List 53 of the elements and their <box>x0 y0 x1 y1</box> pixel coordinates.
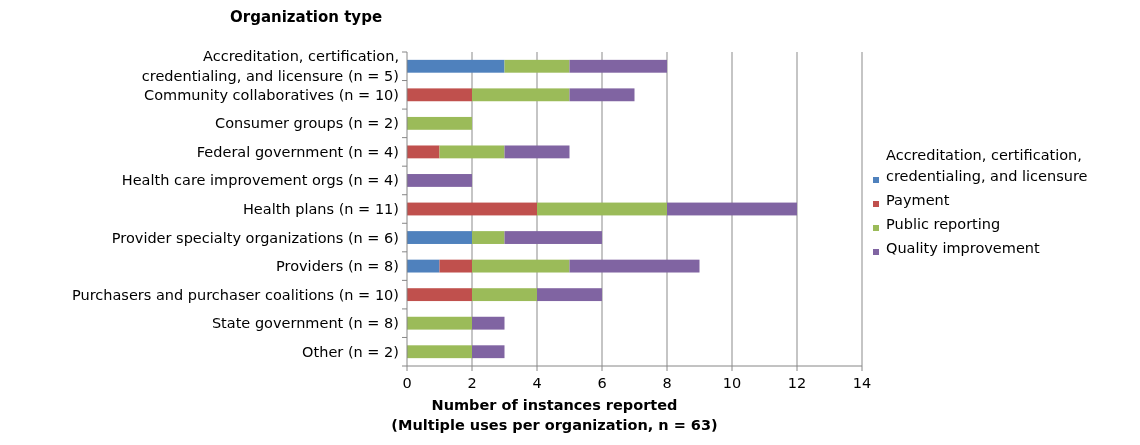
bar <box>569 59 667 73</box>
bar <box>667 202 797 216</box>
y-tick-label: Health plans (n = 11) <box>242 201 399 217</box>
x-tick-label: 14 <box>852 375 872 391</box>
bar <box>472 231 505 244</box>
bar <box>569 88 635 102</box>
text: Accreditation, certification, credentialing, and licensure <box>886 147 1088 184</box>
x-tick-label: 10 <box>722 375 742 391</box>
legend-label: Public reporting <box>886 216 1001 232</box>
bar <box>537 202 667 216</box>
legend-label: Payment <box>886 192 950 208</box>
bar <box>407 259 440 273</box>
bar <box>407 316 472 330</box>
y-tick-label: Other (n = 2) <box>302 343 399 360</box>
bar <box>407 202 537 216</box>
bar <box>569 259 700 273</box>
bar <box>472 345 505 359</box>
bar <box>407 88 472 102</box>
y-tick-label: Consumer groups (n = 2) <box>215 115 399 132</box>
bar <box>472 288 537 302</box>
bar <box>407 145 440 159</box>
bar <box>439 259 472 273</box>
y-tick-label: Purchasers and purchaser coalitions (n = 10) <box>71 286 399 303</box>
x-tick-label: 2 <box>467 375 477 391</box>
y-tick-label: Accreditation, certification, credentialing, and licensure (n = 5) <box>141 48 399 85</box>
bar <box>537 288 602 302</box>
bar <box>407 231 472 244</box>
x-tick-label: 0 <box>402 375 412 391</box>
y-tick-label: Federal government (n = 4) <box>196 143 399 160</box>
legend-label: Quality improvement <box>886 240 1041 256</box>
bar <box>439 145 505 159</box>
x-tick-label: 4 <box>532 375 542 391</box>
bar <box>504 231 602 244</box>
bar <box>407 288 472 302</box>
bar <box>407 345 472 359</box>
bar <box>472 259 570 273</box>
y-axis-title: Organization type <box>230 8 383 26</box>
bar <box>407 59 505 73</box>
bar <box>504 59 570 73</box>
y-tick-label: Health care improvement orgs (n = 4) <box>121 172 399 189</box>
y-tick-label: Community collaboratives (n = 10) <box>144 86 399 103</box>
x-tick-label: 8 <box>662 375 672 391</box>
bar <box>407 174 472 187</box>
bar <box>472 316 505 330</box>
x-axis-title: Number of instances reported (Multiple uses per organization, n = 63) <box>391 397 718 433</box>
y-tick-label: Providers (n = 8) <box>276 258 399 275</box>
bar <box>407 116 472 130</box>
y-tick-label: Provider specialty organizations (n = 6) <box>111 229 399 246</box>
bar <box>472 88 570 102</box>
x-tick-label: 6 <box>597 375 607 391</box>
x-tick-label: 12 <box>787 375 807 391</box>
bar <box>504 145 570 159</box>
y-tick-label: State government (n = 8) <box>211 315 399 332</box>
